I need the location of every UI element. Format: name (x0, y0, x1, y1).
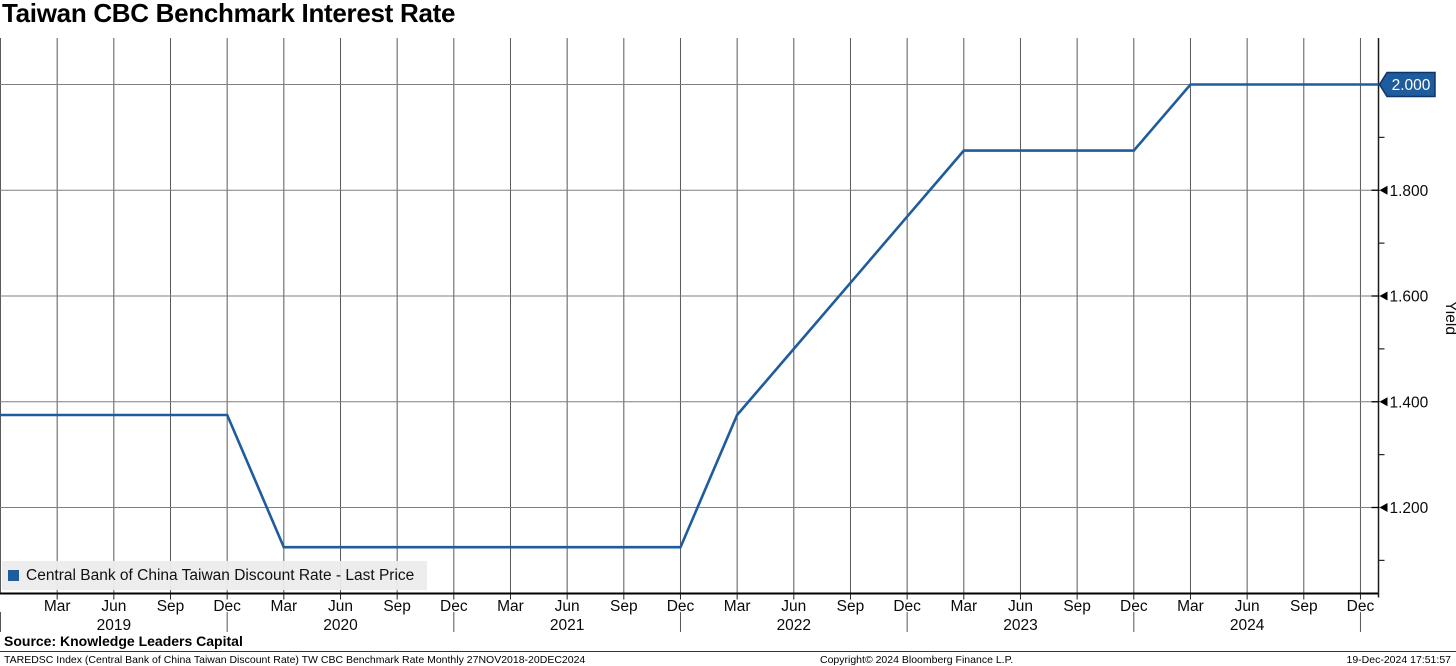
legend-series-label: Central Bank of China Taiwan Discount Ra… (26, 566, 415, 584)
footer-divider (0, 651, 1456, 652)
last-price-badge-shape (1378, 71, 1436, 98)
x-tick-label: Dec (213, 598, 241, 615)
x-tick-label: Jun (1008, 598, 1033, 615)
x-tick-label: Mar (497, 598, 524, 615)
x-tick-label: Mar (724, 598, 751, 615)
x-tick-label: Sep (610, 598, 638, 615)
x-tick-label: Jun (1235, 598, 1260, 615)
x-tick-label: Mar (1177, 598, 1204, 615)
x-tick-label: Sep (837, 598, 865, 615)
y-major-tick-arrow (1379, 397, 1388, 407)
ticker-description: TAREDSC Index (Central Bank of China Tai… (4, 654, 586, 666)
render-timestamp: 19-Dec-2024 17:51:57 (1346, 654, 1452, 666)
x-tick-label: Dec (667, 598, 695, 615)
year-label: 2024 (1230, 617, 1265, 634)
last-price-badge-value: 2.000 (1392, 77, 1431, 94)
gridlines (0, 38, 1379, 594)
y-tick-label: 1.200 (1390, 500, 1429, 517)
year-label: 2022 (777, 617, 811, 634)
x-tick-label: Jun (555, 598, 580, 615)
page-title: Taiwan CBC Benchmark Interest Rate (2, 0, 456, 28)
legend[interactable]: Central Bank of China Taiwan Discount Ra… (2, 561, 428, 590)
y-major-tick-arrow (1379, 291, 1388, 301)
x-tick-label: Sep (1290, 598, 1318, 615)
copyright-notice: Copyright© 2024 Bloomberg Finance L.P. (820, 654, 1014, 666)
rate-chart-plot[interactable]: Mar Jun Sep Dec Mar Jun Sep Dec Mar Jun Sep Dec Mar J… (0, 0, 1456, 648)
year-label: 2021 (550, 617, 584, 634)
x-tick-label: Dec (893, 598, 921, 615)
x-tick-label: Jun (328, 598, 353, 615)
x-tick-label: Dec (1347, 598, 1375, 615)
x-tick-label: Sep (157, 598, 185, 615)
last-price-badge: 2.000 (1378, 71, 1436, 98)
x-tick-label: Jun (101, 598, 126, 615)
x-tick-label: Dec (1120, 598, 1148, 615)
x-tick-label: Mar (44, 598, 71, 615)
year-label: 2019 (97, 617, 131, 634)
y-tick-label: 1.800 (1390, 183, 1429, 200)
x-tick-label: Dec (440, 598, 468, 615)
y-tick-label: 1.400 (1390, 394, 1429, 411)
legend-series-swatch (8, 570, 19, 581)
x-tick-label: Sep (383, 598, 411, 615)
x-tick-label: Mar (270, 598, 297, 615)
y-major-tick-arrow (1379, 503, 1388, 512)
y-axis-title: Yield (1442, 301, 1456, 335)
x-tick-label: Mar (950, 598, 977, 615)
y-tick-label: 1.600 (1390, 289, 1429, 306)
year-label: 2023 (1003, 617, 1037, 634)
rate-line-series (0, 83, 1379, 549)
year-label: 2020 (323, 617, 358, 634)
source-note: Source: Knowledge Leaders Capital (4, 633, 243, 649)
y-axis-labels: 1.800 1.600 1.400 1.200 Yield (1371, 136, 1456, 561)
x-axis-labels: Mar Jun Sep Dec Mar Jun Sep Dec Mar Jun Sep Dec Mar J… (0, 593, 1375, 634)
x-tick-label: Sep (1063, 598, 1091, 615)
y-major-tick-arrow (1379, 185, 1388, 195)
x-tick-label: Jun (781, 598, 806, 615)
